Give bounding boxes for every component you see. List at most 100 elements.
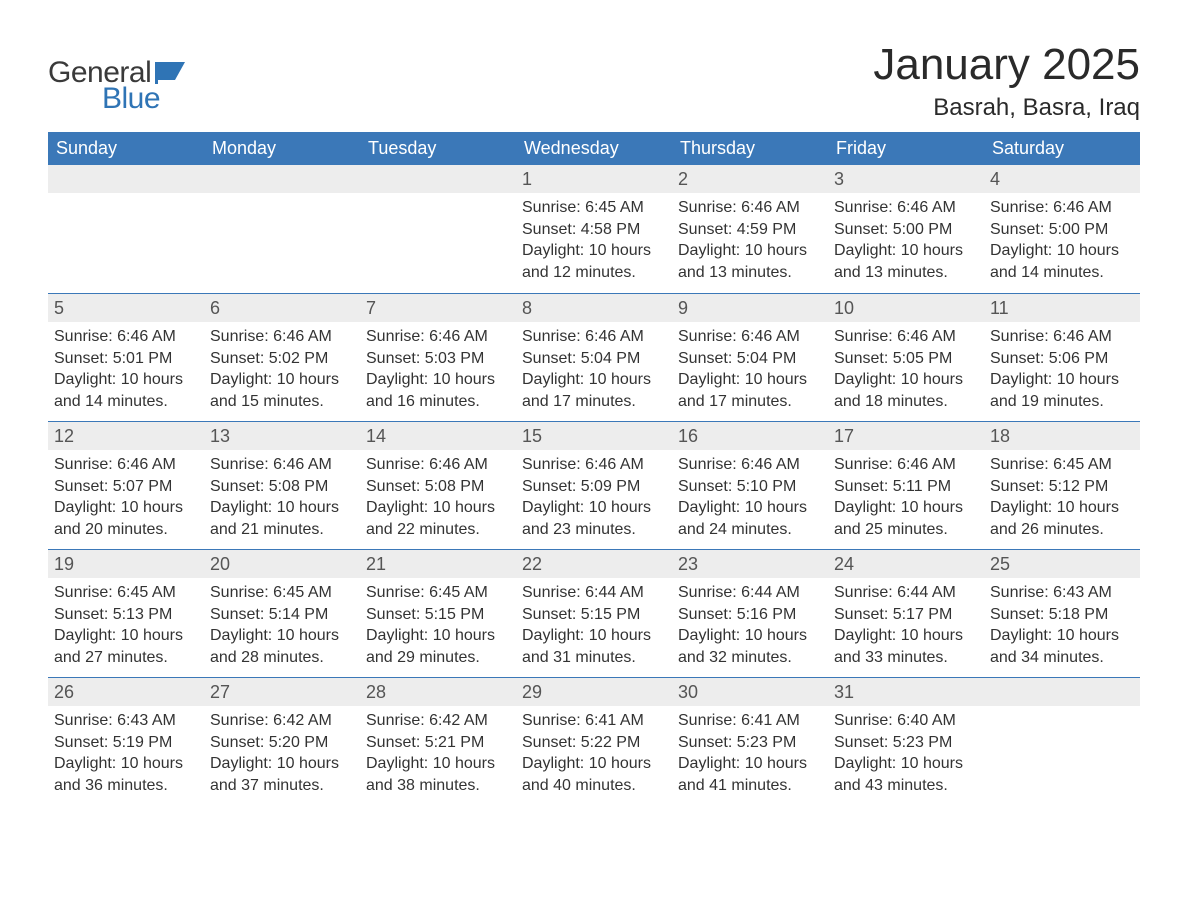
- day-number: 26: [48, 678, 204, 706]
- day-number: 6: [204, 294, 360, 322]
- daylight-line: Daylight: 10 hours and 26 minutes.: [990, 497, 1134, 540]
- weekday-header: Sunday: [48, 132, 204, 165]
- day-cell: [984, 678, 1140, 805]
- daylight-line: Daylight: 10 hours and 20 minutes.: [54, 497, 198, 540]
- day-content: Sunrise: 6:46 AMSunset: 5:04 PMDaylight:…: [672, 322, 828, 420]
- day-cell: 16Sunrise: 6:46 AMSunset: 5:10 PMDayligh…: [672, 422, 828, 549]
- day-number: 19: [48, 550, 204, 578]
- sunset-line: Sunset: 5:00 PM: [834, 219, 978, 241]
- day-number: 17: [828, 422, 984, 450]
- day-content: Sunrise: 6:46 AMSunset: 5:06 PMDaylight:…: [984, 322, 1140, 420]
- daylight-line: Daylight: 10 hours and 16 minutes.: [366, 369, 510, 412]
- daylight-line: Daylight: 10 hours and 17 minutes.: [522, 369, 666, 412]
- sunset-line: Sunset: 5:16 PM: [678, 604, 822, 626]
- sunset-line: Sunset: 5:02 PM: [210, 348, 354, 370]
- sunset-line: Sunset: 5:20 PM: [210, 732, 354, 754]
- sunrise-line: Sunrise: 6:46 AM: [990, 326, 1134, 348]
- daylight-line: Daylight: 10 hours and 23 minutes.: [522, 497, 666, 540]
- weekday-header: Thursday: [672, 132, 828, 165]
- daylight-line: Daylight: 10 hours and 21 minutes.: [210, 497, 354, 540]
- day-cell: 3Sunrise: 6:46 AMSunset: 5:00 PMDaylight…: [828, 165, 984, 293]
- day-number: [984, 678, 1140, 706]
- sunrise-line: Sunrise: 6:46 AM: [834, 326, 978, 348]
- day-cell: 21Sunrise: 6:45 AMSunset: 5:15 PMDayligh…: [360, 550, 516, 677]
- sunset-line: Sunset: 5:01 PM: [54, 348, 198, 370]
- daylight-line: Daylight: 10 hours and 22 minutes.: [366, 497, 510, 540]
- day-number: 1: [516, 165, 672, 193]
- daylight-line: Daylight: 10 hours and 19 minutes.: [990, 369, 1134, 412]
- sunset-line: Sunset: 5:04 PM: [522, 348, 666, 370]
- daylight-line: Daylight: 10 hours and 36 minutes.: [54, 753, 198, 796]
- weekday-header-row: Sunday Monday Tuesday Wednesday Thursday…: [48, 132, 1140, 165]
- day-cell: 17Sunrise: 6:46 AMSunset: 5:11 PMDayligh…: [828, 422, 984, 549]
- daylight-line: Daylight: 10 hours and 13 minutes.: [834, 240, 978, 283]
- sunrise-line: Sunrise: 6:46 AM: [834, 197, 978, 219]
- day-cell: 6Sunrise: 6:46 AMSunset: 5:02 PMDaylight…: [204, 294, 360, 421]
- day-content: Sunrise: 6:45 AMSunset: 5:13 PMDaylight:…: [48, 578, 204, 676]
- sunrise-line: Sunrise: 6:46 AM: [210, 326, 354, 348]
- day-number: 10: [828, 294, 984, 322]
- day-number: 18: [984, 422, 1140, 450]
- sunrise-line: Sunrise: 6:46 AM: [834, 454, 978, 476]
- day-content: Sunrise: 6:46 AMSunset: 5:03 PMDaylight:…: [360, 322, 516, 420]
- day-number: 29: [516, 678, 672, 706]
- calendar-grid: Sunday Monday Tuesday Wednesday Thursday…: [48, 132, 1140, 805]
- day-number: 25: [984, 550, 1140, 578]
- day-cell: 4Sunrise: 6:46 AMSunset: 5:00 PMDaylight…: [984, 165, 1140, 293]
- sunrise-line: Sunrise: 6:43 AM: [54, 710, 198, 732]
- weekday-header: Wednesday: [516, 132, 672, 165]
- day-cell: 13Sunrise: 6:46 AMSunset: 5:08 PMDayligh…: [204, 422, 360, 549]
- daylight-line: Daylight: 10 hours and 24 minutes.: [678, 497, 822, 540]
- daylight-line: Daylight: 10 hours and 37 minutes.: [210, 753, 354, 796]
- daylight-line: Daylight: 10 hours and 28 minutes.: [210, 625, 354, 668]
- daylight-line: Daylight: 10 hours and 25 minutes.: [834, 497, 978, 540]
- sunrise-line: Sunrise: 6:42 AM: [210, 710, 354, 732]
- title-block: January 2025 Basrah, Basra, Iraq: [873, 40, 1140, 122]
- daylight-line: Daylight: 10 hours and 14 minutes.: [54, 369, 198, 412]
- sunset-line: Sunset: 5:10 PM: [678, 476, 822, 498]
- daylight-line: Daylight: 10 hours and 38 minutes.: [366, 753, 510, 796]
- day-number: 20: [204, 550, 360, 578]
- sunset-line: Sunset: 5:14 PM: [210, 604, 354, 626]
- day-cell: 12Sunrise: 6:46 AMSunset: 5:07 PMDayligh…: [48, 422, 204, 549]
- day-number: 4: [984, 165, 1140, 193]
- sunset-line: Sunset: 5:04 PM: [678, 348, 822, 370]
- day-number: [360, 165, 516, 193]
- day-cell: [360, 165, 516, 293]
- sunset-line: Sunset: 5:22 PM: [522, 732, 666, 754]
- day-cell: 11Sunrise: 6:46 AMSunset: 5:06 PMDayligh…: [984, 294, 1140, 421]
- day-cell: 19Sunrise: 6:45 AMSunset: 5:13 PMDayligh…: [48, 550, 204, 677]
- day-number: 21: [360, 550, 516, 578]
- day-cell: 7Sunrise: 6:46 AMSunset: 5:03 PMDaylight…: [360, 294, 516, 421]
- day-number: 31: [828, 678, 984, 706]
- sunrise-line: Sunrise: 6:45 AM: [366, 582, 510, 604]
- day-cell: 22Sunrise: 6:44 AMSunset: 5:15 PMDayligh…: [516, 550, 672, 677]
- day-cell: 8Sunrise: 6:46 AMSunset: 5:04 PMDaylight…: [516, 294, 672, 421]
- sunset-line: Sunset: 5:07 PM: [54, 476, 198, 498]
- sunset-line: Sunset: 5:13 PM: [54, 604, 198, 626]
- day-content: Sunrise: 6:46 AMSunset: 5:11 PMDaylight:…: [828, 450, 984, 548]
- daylight-line: Daylight: 10 hours and 13 minutes.: [678, 240, 822, 283]
- daylight-line: Daylight: 10 hours and 33 minutes.: [834, 625, 978, 668]
- week-row: 26Sunrise: 6:43 AMSunset: 5:19 PMDayligh…: [48, 677, 1140, 805]
- sunrise-line: Sunrise: 6:46 AM: [366, 454, 510, 476]
- week-row: 5Sunrise: 6:46 AMSunset: 5:01 PMDaylight…: [48, 293, 1140, 421]
- day-content: Sunrise: 6:46 AMSunset: 5:01 PMDaylight:…: [48, 322, 204, 420]
- sunset-line: Sunset: 5:17 PM: [834, 604, 978, 626]
- weekday-header: Saturday: [984, 132, 1140, 165]
- sunrise-line: Sunrise: 6:45 AM: [210, 582, 354, 604]
- day-cell: 20 Sunrise: 6:45 AMSunset: 5:14 PMDayligh…: [204, 550, 360, 677]
- day-content: Sunrise: 6:46 AMSunset: 5:08 PMDaylight:…: [204, 450, 360, 548]
- brand-logo: General Blue: [48, 56, 185, 116]
- day-content: Sunrise: 6:46 AMSunset: 5:04 PMDaylight:…: [516, 322, 672, 420]
- day-number: [48, 165, 204, 193]
- daylight-line: Daylight: 10 hours and 41 minutes.: [678, 753, 822, 796]
- month-title: January 2025: [873, 40, 1140, 90]
- day-number: 5: [48, 294, 204, 322]
- sunset-line: Sunset: 5:06 PM: [990, 348, 1134, 370]
- day-content: Sunrise: 6:40 AMSunset: 5:23 PMDaylight:…: [828, 706, 984, 804]
- week-row: 19Sunrise: 6:45 AMSunset: 5:13 PMDayligh…: [48, 549, 1140, 677]
- weekday-header: Tuesday: [360, 132, 516, 165]
- sunrise-line: Sunrise: 6:46 AM: [54, 454, 198, 476]
- sunset-line: Sunset: 5:21 PM: [366, 732, 510, 754]
